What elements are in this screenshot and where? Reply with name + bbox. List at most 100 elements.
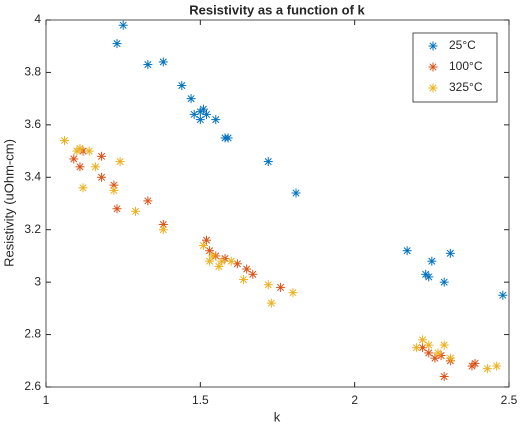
point — [276, 282, 286, 292]
point — [439, 372, 449, 382]
y-tick-label: 2.6 — [24, 379, 41, 393]
y-tick-label: 3 — [34, 274, 41, 288]
point — [109, 185, 119, 195]
point — [198, 104, 208, 114]
marker-stroke — [446, 354, 454, 362]
point — [482, 364, 492, 374]
marker-stroke — [264, 281, 272, 289]
marker-stroke — [212, 116, 220, 124]
point — [263, 280, 273, 290]
point — [143, 60, 153, 70]
x-axis-label: k — [274, 409, 281, 424]
y-tick-label: 3.6 — [24, 117, 41, 131]
point — [78, 183, 88, 193]
point — [239, 275, 249, 285]
point — [242, 264, 252, 274]
marker-stroke — [199, 105, 207, 113]
point — [433, 348, 443, 358]
legend-box — [412, 32, 498, 103]
marker-stroke — [267, 299, 275, 307]
marker-stroke — [85, 147, 93, 155]
point — [158, 57, 168, 67]
legend-marker — [428, 83, 438, 93]
marker-stroke — [499, 291, 507, 299]
marker-stroke — [187, 95, 195, 103]
point — [97, 172, 107, 182]
point — [186, 94, 196, 104]
x-tick-label: 1.5 — [192, 393, 209, 407]
marker-stroke — [483, 365, 491, 373]
point — [112, 204, 122, 214]
marker-stroke — [76, 163, 84, 171]
marker-stroke — [76, 144, 84, 153]
plot-frame — [45, 19, 510, 388]
legend-label: 25°C — [449, 38, 476, 52]
marker-stroke — [429, 42, 437, 50]
marker-stroke — [440, 278, 448, 286]
marker-stroke — [206, 257, 214, 265]
marker-stroke — [110, 181, 118, 189]
marker-stroke — [440, 341, 448, 349]
marker-stroke — [206, 247, 214, 255]
point — [263, 157, 273, 167]
y-tick-label: 3.4 — [24, 169, 41, 183]
marker-stroke — [110, 186, 118, 194]
marker-stroke — [440, 372, 448, 381]
marker-stroke — [202, 110, 211, 118]
point — [195, 115, 205, 125]
point — [158, 225, 168, 235]
point — [205, 246, 215, 256]
point — [427, 256, 437, 266]
marker-stroke — [429, 84, 437, 92]
marker-stroke — [429, 63, 437, 71]
marker-stroke — [144, 61, 152, 69]
point — [217, 256, 227, 266]
marker-stroke — [79, 184, 87, 192]
marker-stroke — [98, 173, 106, 181]
chart-title: Resistivity as a function of k — [189, 2, 365, 17]
y-axis-label: Resistivity (uOhm-cm) — [1, 139, 16, 267]
point — [223, 133, 233, 143]
marker-stroke — [289, 289, 297, 297]
point — [97, 151, 107, 161]
point — [69, 154, 79, 164]
marker-stroke — [98, 152, 106, 160]
marker-stroke — [196, 116, 204, 124]
point — [205, 256, 215, 266]
marker-stroke — [144, 197, 152, 205]
marker-stroke — [199, 241, 207, 249]
point — [75, 162, 85, 172]
marker-stroke — [425, 349, 433, 357]
point — [90, 162, 100, 172]
point — [143, 196, 153, 206]
point — [411, 343, 421, 353]
marker-stroke — [116, 158, 124, 166]
point — [248, 269, 258, 279]
y-tick-label: 3.8 — [24, 65, 41, 79]
marker-stroke — [493, 362, 501, 370]
marker-stroke — [113, 40, 121, 48]
legend-label: 100°C — [449, 59, 483, 73]
point — [439, 340, 449, 350]
marker-stroke — [91, 163, 99, 171]
point — [198, 240, 208, 250]
point — [75, 143, 85, 153]
marker-stroke — [224, 134, 232, 142]
marker-stroke — [113, 205, 121, 213]
point — [112, 39, 122, 49]
y-tick-label: 4 — [34, 12, 41, 26]
marker-stroke — [70, 155, 78, 163]
point — [424, 340, 434, 350]
marker-stroke — [131, 207, 140, 215]
marker-stroke — [434, 349, 442, 357]
marker-stroke — [403, 247, 411, 255]
point — [424, 348, 434, 358]
marker-stroke — [159, 226, 167, 234]
point — [211, 115, 221, 125]
point — [208, 251, 218, 261]
point — [492, 361, 502, 371]
legend-marker — [428, 62, 438, 72]
point — [60, 136, 70, 146]
marker-stroke — [209, 252, 217, 260]
